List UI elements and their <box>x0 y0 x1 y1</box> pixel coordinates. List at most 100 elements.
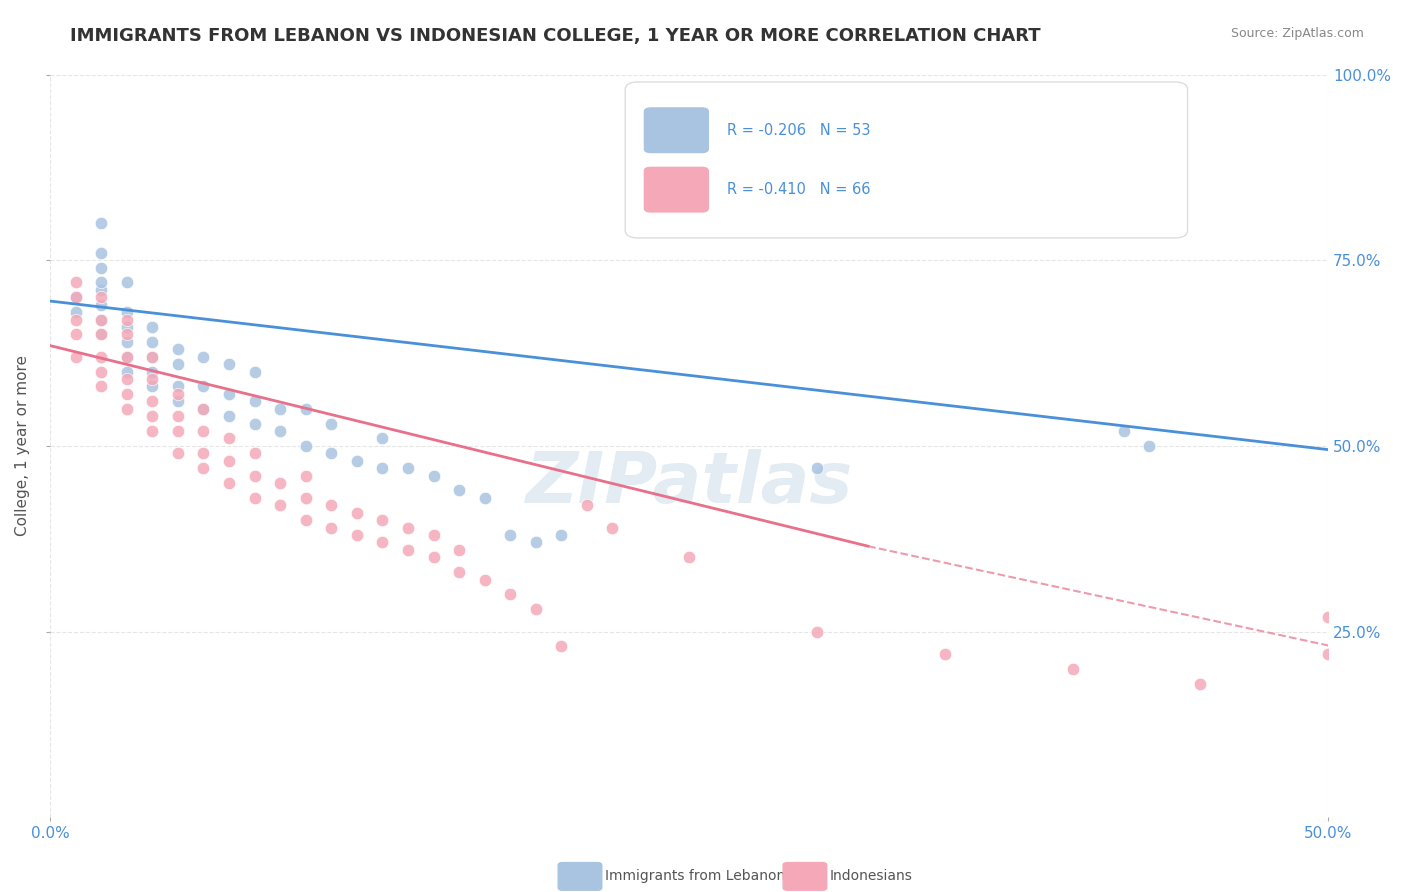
Point <box>422 550 444 565</box>
Point <box>65 350 87 364</box>
Point <box>294 439 316 453</box>
Point <box>806 461 828 475</box>
Point <box>218 476 240 491</box>
Point <box>141 394 163 409</box>
Point <box>934 647 956 661</box>
Point <box>167 343 190 357</box>
Point <box>371 432 394 446</box>
Point <box>141 409 163 424</box>
Point <box>115 312 138 326</box>
Point <box>65 312 87 326</box>
Point <box>346 506 368 520</box>
Point <box>678 550 700 565</box>
Point <box>269 476 291 491</box>
Point <box>422 528 444 542</box>
Point <box>65 305 87 319</box>
Point <box>550 640 572 654</box>
Text: Immigrants from Lebanon: Immigrants from Lebanon <box>605 869 785 883</box>
Point <box>321 446 343 460</box>
Point <box>115 327 138 342</box>
Point <box>396 542 419 557</box>
Point <box>269 424 291 438</box>
Point <box>321 417 343 431</box>
Point <box>115 365 138 379</box>
Point <box>90 365 112 379</box>
Point <box>167 409 190 424</box>
Text: R = -0.206   N = 53: R = -0.206 N = 53 <box>727 123 870 137</box>
Y-axis label: College, 1 year or more: College, 1 year or more <box>15 355 30 536</box>
Point <box>65 290 87 304</box>
Point <box>141 320 163 334</box>
Point <box>499 587 522 601</box>
Point <box>321 520 343 534</box>
Point <box>115 305 138 319</box>
Point <box>243 446 266 460</box>
Point <box>346 528 368 542</box>
FancyBboxPatch shape <box>644 108 709 153</box>
FancyBboxPatch shape <box>644 168 709 212</box>
Point <box>396 461 419 475</box>
Point <box>1189 676 1212 690</box>
Point <box>90 312 112 326</box>
Point <box>218 357 240 371</box>
Point <box>90 327 112 342</box>
Text: Indonesians: Indonesians <box>830 869 912 883</box>
Point <box>346 454 368 468</box>
Point <box>243 468 266 483</box>
Point <box>90 260 112 275</box>
Point <box>193 401 215 416</box>
Point <box>474 491 496 505</box>
Point <box>141 365 163 379</box>
Point <box>115 387 138 401</box>
Point <box>575 499 598 513</box>
Point <box>141 334 163 349</box>
Point <box>167 424 190 438</box>
Point <box>90 350 112 364</box>
Point <box>243 417 266 431</box>
Point <box>294 401 316 416</box>
Point <box>65 276 87 290</box>
Point <box>141 372 163 386</box>
Point <box>218 409 240 424</box>
Point <box>524 535 547 549</box>
Point <box>167 446 190 460</box>
Text: ZIPatlas: ZIPatlas <box>526 449 853 517</box>
Point <box>294 468 316 483</box>
Point <box>193 461 215 475</box>
Point <box>269 401 291 416</box>
Point <box>193 401 215 416</box>
Point <box>90 379 112 393</box>
Point <box>141 424 163 438</box>
Point <box>218 387 240 401</box>
Point <box>115 320 138 334</box>
Point <box>193 350 215 364</box>
Point <box>524 602 547 616</box>
Point <box>218 432 240 446</box>
Point <box>1137 439 1160 453</box>
Point <box>474 573 496 587</box>
Point <box>1062 662 1084 676</box>
Point <box>422 468 444 483</box>
Point <box>371 535 394 549</box>
Point <box>449 542 471 557</box>
Point <box>294 513 316 527</box>
Point <box>115 350 138 364</box>
Point <box>167 357 190 371</box>
Point <box>115 372 138 386</box>
Point <box>90 312 112 326</box>
Point <box>115 334 138 349</box>
Point <box>449 565 471 579</box>
Point <box>115 401 138 416</box>
Point <box>90 245 112 260</box>
Point <box>90 216 112 230</box>
Point <box>193 424 215 438</box>
Point <box>396 520 419 534</box>
Text: R = -0.410   N = 66: R = -0.410 N = 66 <box>727 182 870 197</box>
Point <box>321 499 343 513</box>
Point <box>193 379 215 393</box>
Point <box>294 491 316 505</box>
Point <box>167 394 190 409</box>
Point <box>90 283 112 297</box>
Point <box>90 327 112 342</box>
Point <box>1112 424 1135 438</box>
